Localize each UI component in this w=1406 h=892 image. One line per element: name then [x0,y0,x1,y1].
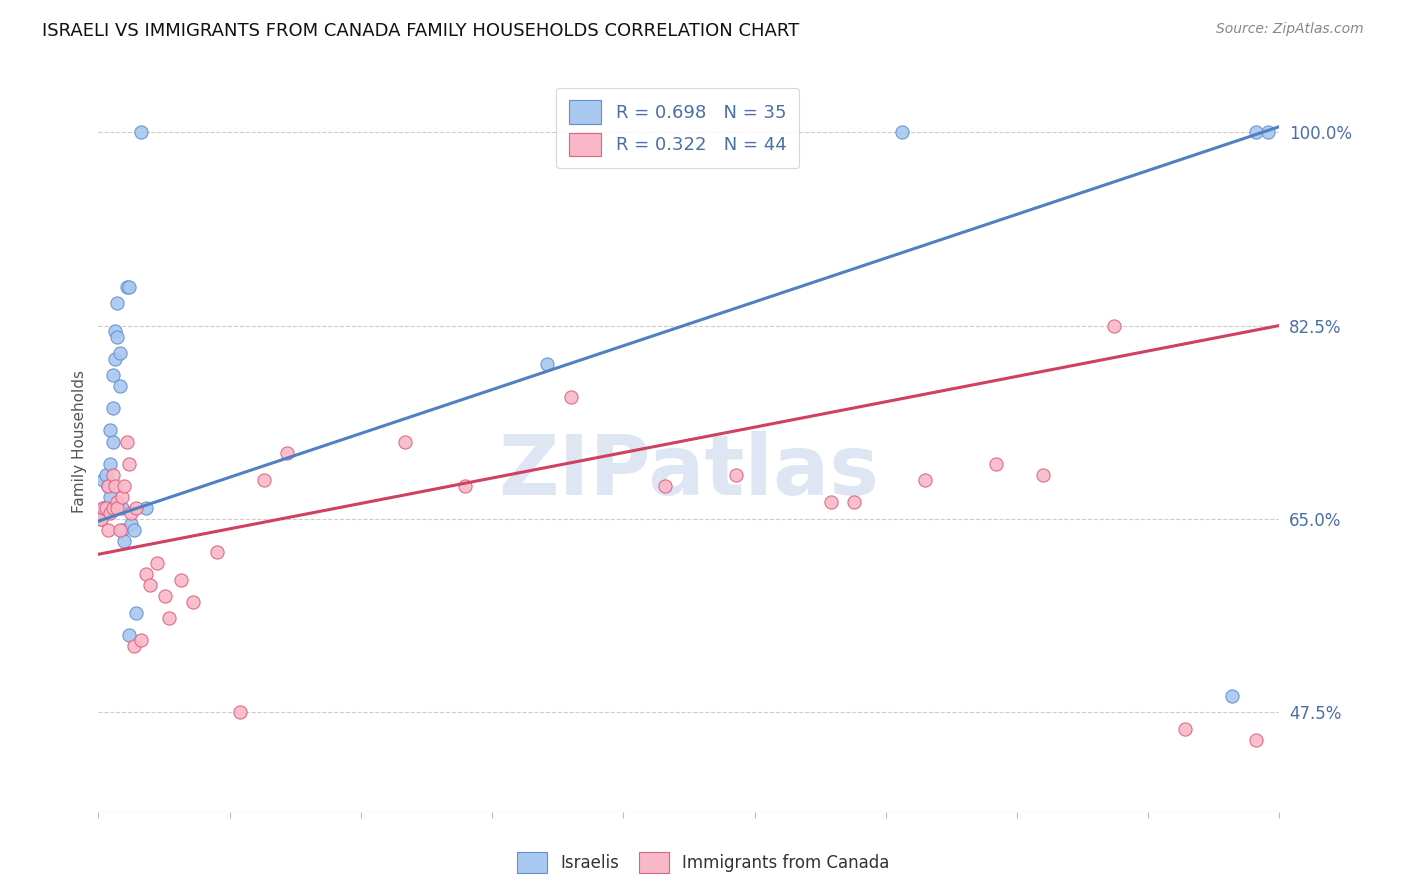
Point [105,329,128,343]
Point [90,512,112,526]
Point [105,296,128,310]
Point [181,595,204,609]
Point [104,351,127,366]
Text: ISRAELI VS IMMIGRANTS FROM CANADA FAMILY HOUSEHOLDS CORRELATION CHART: ISRAELI VS IMMIGRANTS FROM CANADA FAMILY… [42,22,800,40]
Point [108,379,131,393]
Point [205,545,228,559]
Point [1220,689,1243,703]
Point [820,495,842,509]
Point [536,357,558,371]
Point [1257,125,1279,139]
Point [253,473,276,487]
Point [94,467,117,482]
Point [91,473,114,487]
Point [654,479,676,493]
Point [98,507,121,521]
Point [115,434,138,449]
Point [115,280,138,294]
Point [157,611,180,625]
Point [105,500,128,515]
Point [453,479,475,493]
Point [91,500,114,515]
Point [914,473,936,487]
Point [112,533,135,548]
Point [122,523,145,537]
Point [111,490,134,504]
Point [97,479,120,493]
Legend: Israelis, Immigrants from Canada: Israelis, Immigrants from Canada [510,846,896,880]
Point [104,324,127,338]
Point [101,467,124,482]
Point [170,573,193,587]
Point [725,467,748,482]
Point [984,457,1007,471]
Point [135,500,157,515]
Point [94,500,117,515]
Point [101,500,124,515]
Point [146,556,169,570]
Point [135,567,157,582]
Point [97,479,120,493]
Point [111,523,134,537]
Point [90,512,112,526]
Point [101,434,124,449]
Point [104,479,127,493]
Point [125,500,148,515]
Point [121,507,143,521]
Point [560,390,582,404]
Point [108,346,131,360]
Point [229,706,252,720]
Point [153,589,176,603]
Point [129,125,152,139]
Point [118,280,141,294]
Point [101,368,124,383]
Point [101,401,124,416]
Point [105,495,128,509]
Point [1244,732,1267,747]
Point [98,490,121,504]
Point [97,500,120,515]
Point [276,445,298,459]
Point [111,500,134,515]
Point [118,457,141,471]
Point [844,495,866,509]
Point [890,125,912,139]
Point [394,434,416,449]
Point [91,500,114,515]
Point [98,457,121,471]
Point [121,517,143,532]
Point [112,479,135,493]
Point [1174,722,1197,736]
Point [129,633,152,648]
Point [139,578,162,592]
Point [1102,318,1125,333]
Text: ZIPatlas: ZIPatlas [499,431,879,512]
Point [97,523,120,537]
Point [118,628,141,642]
Point [94,500,117,515]
Text: Source: ZipAtlas.com: Source: ZipAtlas.com [1216,22,1364,37]
Y-axis label: Family Households: Family Households [72,370,87,513]
Point [122,639,145,653]
Point [1244,125,1267,139]
Point [98,424,121,438]
Point [1032,467,1054,482]
Point [108,523,131,537]
Point [125,606,148,620]
Legend: R = 0.698   N = 35, R = 0.322   N = 44: R = 0.698 N = 35, R = 0.322 N = 44 [557,87,799,169]
